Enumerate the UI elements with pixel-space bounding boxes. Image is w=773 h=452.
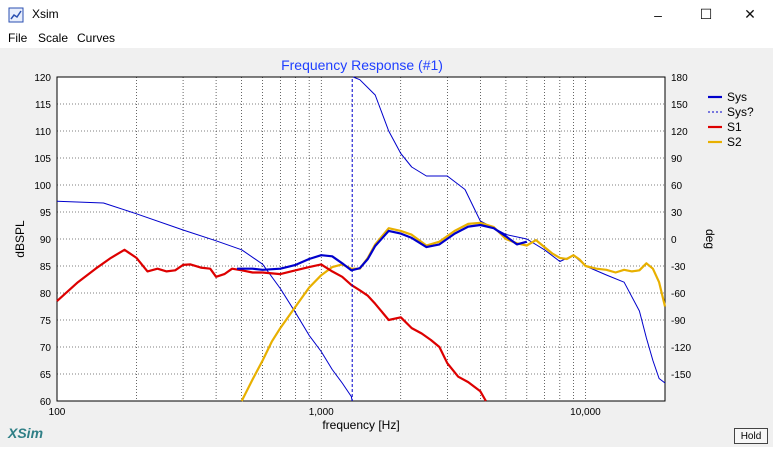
menu-bar: File Scale Curves [0,29,773,48]
y-axis-label: dBSPL [13,220,27,258]
window-title: Xsim [32,7,59,21]
y-tick-label: 115 [35,100,51,111]
axis-labels: 120 115 110 105 100 95 90 85 80 75 70 65 60 180 150 120… [34,73,691,418]
legend-label: Sys [727,90,747,104]
hold-button[interactable]: Hold [734,428,768,444]
y-tick-label: 100 [34,181,51,192]
y2-tick-label: 90 [671,154,683,165]
series-s2 [240,221,667,402]
app-icon [8,7,24,23]
y-tick-label: 75 [40,316,52,327]
y-tick-label: 80 [40,289,52,300]
xsim-brand-label: XSim [8,425,44,441]
y-tick-label: 65 [40,370,52,381]
series-sys [237,223,528,272]
minimize-button[interactable]: – [654,6,662,23]
y-tick-label: 105 [34,154,51,165]
series-s1 [56,248,487,402]
chart-title: Frequency Response (#1) [281,57,443,73]
frequency-response-chart[interactable]: Frequency Response (#1) 120 115 110 105 100 9… [0,48,773,447]
y2-tick-label: 30 [671,208,683,219]
plot-area: Frequency Response (#1) 120 115 110 105 100 9… [0,48,773,447]
x-tick-label: 100 [49,407,66,418]
y-tick-label: 85 [40,262,52,273]
y2-tick-label: 150 [671,100,688,111]
y-tick-label: 120 [34,73,51,84]
y-tick-label: 60 [40,397,52,408]
close-button[interactable]: ✕ [744,6,756,22]
menu-curves[interactable]: Curves [77,31,116,45]
x-tick-label: 10,000 [570,407,601,418]
y-tick-label: 110 [35,127,51,138]
title-bar: Xsim – ☐ ✕ [0,0,773,29]
y2-axis-label: deg [703,229,717,249]
y-tick-label: 90 [40,235,52,246]
maximize-button[interactable]: ☐ [699,6,713,22]
curves [56,76,667,402]
menu-scale[interactable]: Scale [38,31,69,45]
y2-tick-label: 60 [671,181,683,192]
y2-tick-label: -90 [671,316,686,327]
y2-tick-label: -120 [671,343,691,354]
y2-tick-label: -60 [671,289,686,300]
y2-tick-label: -30 [671,262,686,273]
legend-label: S2 [727,135,742,149]
menu-file[interactable]: File [8,31,28,45]
y-tick-label: 95 [40,208,52,219]
y2-tick-label: 180 [671,73,688,84]
y2-tick-label: 0 [671,235,677,246]
legend-label: Sys? [727,105,754,119]
series-sys-phase [56,76,666,402]
x-axis-label: frequency [Hz] [322,418,399,432]
x-tick-label: 1,000 [309,407,334,418]
legend-label: S1 [727,120,742,134]
y-tick-label: 70 [40,343,52,354]
y2-tick-label: -150 [671,370,691,381]
y2-tick-label: 120 [671,127,688,138]
